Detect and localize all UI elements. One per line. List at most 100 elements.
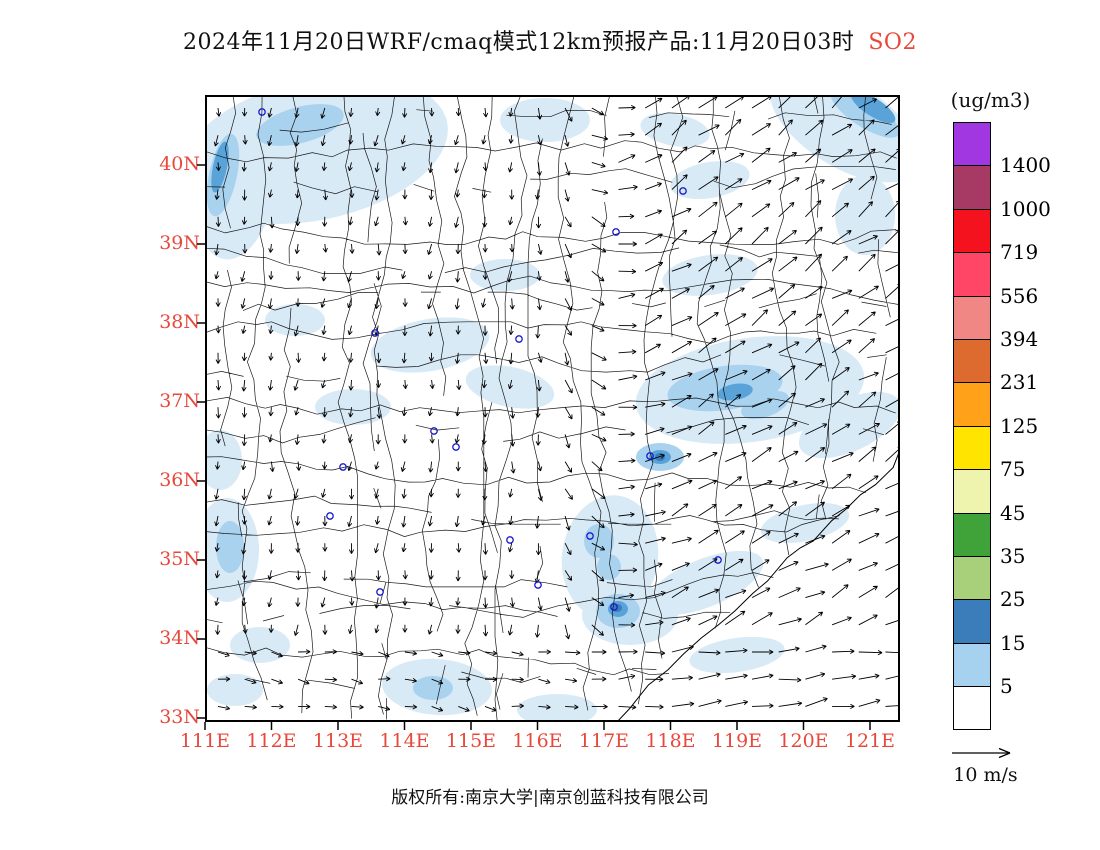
lat-label: 38N	[159, 311, 200, 333]
so2-fill-layer	[205, 95, 900, 722]
city-markers	[258, 108, 722, 611]
lon-label: 115E	[445, 730, 497, 752]
colorbar-label: 125	[1000, 413, 1039, 438]
so2-region	[662, 254, 758, 296]
colorbar-label: 45	[1000, 500, 1026, 525]
colorbar-cell	[953, 425, 991, 471]
colorbar-label: 15	[1000, 630, 1026, 655]
colorbar-label: 394	[1000, 327, 1039, 351]
lon-label: 112E	[246, 730, 297, 752]
colorbar-label: 35	[1000, 544, 1026, 568]
so2-region	[265, 304, 325, 336]
lat-label: 37N	[159, 390, 200, 412]
lon-label: 117E	[578, 730, 630, 752]
map-content	[205, 95, 900, 722]
so2-region	[216, 521, 244, 573]
city-marker-icon	[610, 603, 618, 611]
coastline	[616, 449, 900, 722]
so2-region	[207, 674, 263, 706]
colorbar-cell	[953, 252, 991, 297]
colorbar	[953, 122, 991, 731]
so2-region	[205, 430, 242, 490]
colorbar-cell	[953, 122, 991, 167]
colorbar-unit: (ug/m3)	[950, 88, 1031, 112]
colorbar-cell	[953, 686, 991, 731]
lon-label: 113E	[312, 730, 364, 752]
lat-label: 39N	[159, 232, 200, 254]
colorbar-cell	[953, 165, 991, 210]
lon-label: 118E	[645, 730, 696, 752]
so2-region	[640, 113, 710, 147]
city-marker-icon	[258, 108, 266, 116]
city-marker-icon	[714, 556, 722, 564]
city-marker-icon	[376, 588, 384, 596]
colorbar-cell	[953, 599, 991, 644]
so2-region	[500, 98, 590, 142]
lat-label: 35N	[159, 548, 200, 570]
boundary-lines	[205, 95, 899, 722]
city-marker-icon	[371, 329, 379, 337]
so2-region	[517, 694, 597, 722]
colorbar-cell	[953, 469, 991, 514]
colorbar-cell	[953, 642, 991, 688]
lat-label: 36N	[159, 469, 200, 491]
colorbar-cell	[953, 555, 991, 601]
copyright-footer: 版权所有:南京大学|南京创蓝科技有限公司	[391, 788, 709, 808]
city-marker-icon	[326, 512, 334, 520]
so2-region	[689, 636, 785, 674]
so2-region	[850, 95, 896, 124]
so2-region	[413, 676, 453, 700]
colorbar-label: 719	[1000, 240, 1039, 265]
lon-label: 111E	[179, 730, 231, 752]
city-marker-icon	[534, 581, 542, 589]
so2-region	[717, 383, 753, 401]
so2-region	[798, 391, 900, 459]
so2-region	[670, 160, 750, 200]
city-marker-icon	[506, 536, 514, 544]
lon-label: 121E	[844, 730, 896, 752]
city-marker-icon	[430, 427, 438, 435]
city-marker-icon	[452, 443, 460, 451]
so2-region	[769, 95, 900, 183]
so2-region	[835, 175, 895, 255]
so2-region	[230, 627, 290, 663]
so2-region	[760, 503, 850, 543]
colorbar-label: 1400	[1000, 153, 1051, 178]
so2-region	[646, 550, 764, 616]
so2-region	[256, 104, 344, 146]
city-marker-icon	[586, 532, 594, 540]
colorbar-cell	[953, 295, 991, 340]
lat-label: 40N	[159, 153, 200, 175]
page-title: 2024年11月20日WRF/cmaq模式12km预报产品:11月20日03时 S…	[0, 24, 1100, 56]
wind-legend-label: 10 m/s	[953, 764, 1018, 786]
colorbar-cell	[953, 382, 991, 427]
city-marker-icon	[646, 452, 654, 460]
so2-region	[470, 259, 540, 291]
city-marker-icon	[515, 335, 523, 343]
so2-region	[597, 554, 621, 580]
colorbar-label: 75	[1000, 457, 1026, 482]
wind-legend-arrow-icon	[952, 747, 1011, 759]
city-marker-icon	[339, 463, 347, 471]
lon-label: 114E	[379, 730, 430, 752]
so2-region	[830, 95, 900, 138]
colorbar-label: 5	[1000, 674, 1013, 699]
so2-region	[741, 390, 789, 420]
colorbar-label: 1000	[1000, 196, 1051, 221]
colorbar-label: 231	[1000, 370, 1039, 395]
colorbar-label: 25	[1000, 587, 1026, 612]
colorbar-cell	[953, 338, 991, 384]
title-species: SO2	[868, 30, 917, 55]
city-marker-icon	[612, 228, 620, 236]
colorbar-label: 556	[1000, 283, 1039, 308]
city-marker-icon	[679, 187, 687, 195]
lat-label: 33N	[159, 706, 200, 728]
title-text: 2024年11月20日WRF/cmaq模式12km预报产品:11月20日03时	[183, 30, 855, 55]
wind-vector-layer	[213, 95, 900, 712]
map-plot	[197, 95, 900, 730]
lon-label: 119E	[711, 730, 763, 752]
so2-region	[315, 389, 391, 425]
lat-label: 34N	[159, 627, 200, 649]
axis-ticks	[197, 164, 871, 730]
